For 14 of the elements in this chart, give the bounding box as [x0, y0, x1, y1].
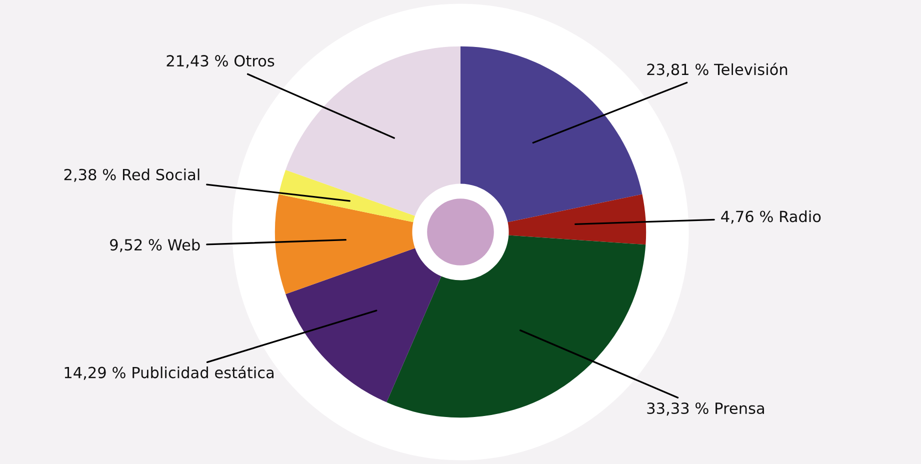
- donut-slice: [286, 46, 460, 216]
- slice-label: 21,43 % Otros: [166, 55, 274, 68]
- donut-slice: [278, 170, 416, 222]
- donut-slice: [386, 235, 646, 418]
- donut-slice: [460, 46, 642, 222]
- donut-slice: [274, 194, 416, 294]
- slice-label: 23,81 % Televisión: [647, 62, 788, 77]
- donut-slice: [286, 248, 442, 402]
- slice-label: 14,29 % Publicidad estática: [64, 366, 274, 380]
- donut-slice: [508, 194, 646, 245]
- slice-label: 9,52 % Web: [110, 238, 200, 252]
- slice-label: 33,33 % Prensa: [647, 402, 764, 416]
- slice-label: 2,38 % Red Social: [64, 168, 200, 182]
- slice-label: 4,76 % Radio: [721, 210, 821, 224]
